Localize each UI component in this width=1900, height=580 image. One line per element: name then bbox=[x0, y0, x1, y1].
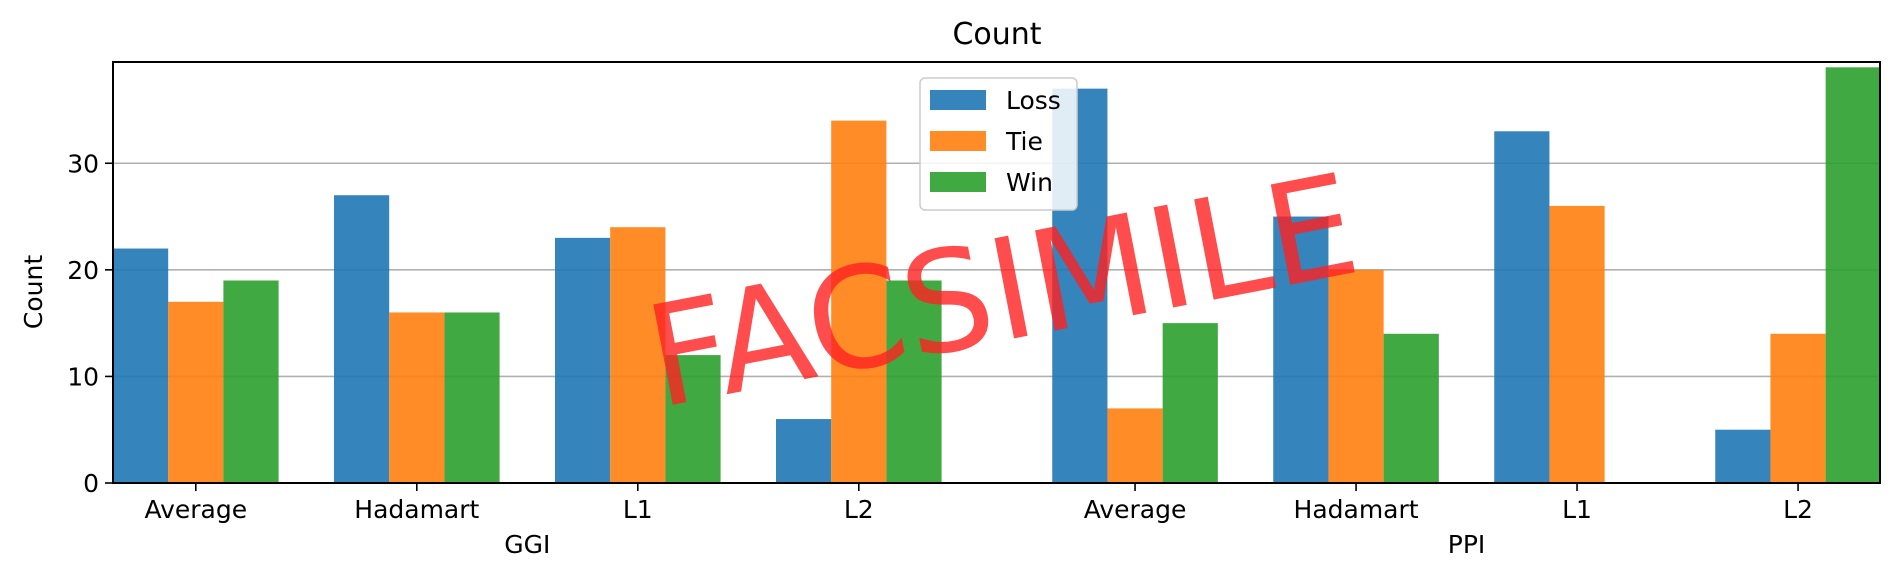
bar-tie bbox=[610, 227, 666, 483]
bar-win bbox=[665, 355, 721, 483]
bar-loss bbox=[555, 237, 611, 483]
y-tick-label: 30 bbox=[67, 149, 99, 178]
x-tick-label: L2 bbox=[1783, 495, 1813, 524]
bar-tie bbox=[389, 312, 445, 483]
y-tick-label: 10 bbox=[67, 362, 99, 391]
bar-tie bbox=[1549, 205, 1605, 483]
bar-loss bbox=[1715, 429, 1771, 483]
y-tick-label: 20 bbox=[67, 256, 99, 285]
bar-tie bbox=[168, 301, 224, 483]
group-labels: GGI PPI bbox=[504, 530, 1485, 559]
bars-layer bbox=[113, 67, 1881, 484]
bar-loss bbox=[1494, 131, 1550, 483]
bar-win bbox=[1383, 333, 1439, 483]
bar-win bbox=[1825, 67, 1881, 484]
bar-tie bbox=[1770, 333, 1826, 483]
bar-win bbox=[1162, 323, 1218, 483]
x-tick-label: L1 bbox=[623, 495, 653, 524]
bar-win bbox=[223, 280, 279, 483]
bar-tie bbox=[1328, 269, 1384, 483]
x-axis-ticks: Average Hadamart L1 L2 Average Hadamart L1 L2 bbox=[144, 483, 1813, 524]
chart-title: Count bbox=[952, 17, 1041, 52]
bar-tie bbox=[831, 120, 887, 484]
bar-loss bbox=[776, 419, 832, 483]
legend-label: Tie bbox=[1005, 127, 1043, 156]
legend: Loss Tie Win bbox=[919, 77, 1078, 211]
bar-loss bbox=[1273, 216, 1329, 483]
y-axis-ticks: 0 10 20 30 bbox=[67, 149, 113, 498]
legend-label: Win bbox=[1006, 168, 1053, 197]
bar-loss bbox=[113, 248, 169, 483]
bar-tie bbox=[1107, 408, 1163, 483]
bar-win bbox=[886, 280, 942, 483]
y-tick-label: 0 bbox=[83, 469, 99, 498]
x-tick-label: Average bbox=[1084, 495, 1187, 524]
x-tick-label: Hadamart bbox=[354, 495, 479, 524]
x-tick-label: L1 bbox=[1562, 495, 1592, 524]
legend-swatch bbox=[930, 172, 986, 192]
group-label: PPI bbox=[1448, 530, 1486, 559]
x-tick-label: L2 bbox=[844, 495, 874, 524]
bar-loss bbox=[334, 195, 390, 483]
legend-swatch bbox=[930, 90, 986, 110]
plot-frame bbox=[112, 61, 1881, 484]
bar-win bbox=[444, 312, 500, 483]
x-tick-label: Average bbox=[144, 495, 247, 524]
x-tick-label: Hadamart bbox=[1294, 495, 1419, 524]
legend-label: Loss bbox=[1006, 86, 1061, 115]
legend-swatch bbox=[930, 131, 986, 151]
group-label: GGI bbox=[504, 530, 550, 559]
y-axis-label: Count bbox=[19, 255, 48, 329]
